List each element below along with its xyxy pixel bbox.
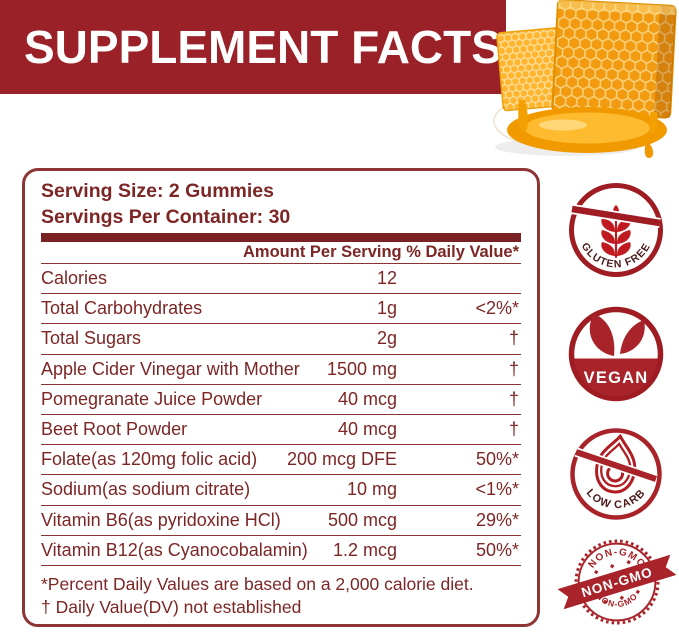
nutrient-amount: 1g <box>376 298 397 319</box>
nutrient-name: Total Sugars <box>41 328 142 349</box>
low-carb-badge: LOW CARB <box>570 428 662 520</box>
honeycomb-image <box>493 0 677 158</box>
nutrient-amount: 2g <box>376 328 397 349</box>
leaves-icon <box>589 314 645 356</box>
nutrient-amount: 40 mcg <box>337 388 397 409</box>
table-row: Vitamin B6(as pyridoxine HCl) 500 mcg 29… <box>41 506 521 536</box>
nutrient-name: Apple Cider Vinegar with Mother <box>41 358 300 379</box>
stamp-inner-rim <box>577 542 657 622</box>
facts-table: Amount Per Serving % Daily Value* Calori… <box>25 242 537 566</box>
table-row: Total Sugars 2g † <box>41 324 521 355</box>
diamond-dots <box>594 560 640 604</box>
table-row: Sodium(as sodium citrate) 10 mg <1%* <box>41 475 521 506</box>
nutrient-dv: <2%* <box>475 298 519 319</box>
footnotes: *Percent Daily Values are based on a 2,0… <box>25 566 537 620</box>
non-gmo-badge: NON-GMO NON-GMO NON-GMO <box>558 539 676 625</box>
footnote-daily-values: *Percent Daily Values are based on a 2,0… <box>41 573 474 594</box>
nutrient-name: Pomegranate Juice Powder <box>41 388 263 409</box>
banner-title: SUPPLEMENT FACTS <box>24 21 502 73</box>
slash-icon <box>574 447 658 484</box>
table-row: Beet Root Powder 40 mcg † <box>41 415 521 446</box>
servings-per-container: Servings Per Container: 30 <box>41 205 291 228</box>
nutrient-dv: 29%* <box>475 509 519 530</box>
honeycomb-block-large <box>551 0 677 119</box>
footnote-dagger: † Daily Value(DV) not established <box>41 597 302 618</box>
banner: SUPPLEMENT FACTS <box>0 0 506 94</box>
table-row: Pomegranate Juice Powder 40 mcg † <box>41 385 521 415</box>
vegan-label: VEGAN <box>584 369 649 387</box>
table-row: Apple Cider Vinegar with Mother 1500 mg … <box>41 355 521 385</box>
nutrient-name: Folate(as 120mg folic acid) <box>41 449 258 470</box>
nutrient-dv: † <box>508 328 519 349</box>
table-row: Vitamin B12(as Cyanocobalamin) 1.2 mcg 5… <box>41 536 521 566</box>
table-row: Folate(as 120mg folic acid) 200 mcg DFE … <box>41 445 521 476</box>
nutrient-amount: 12 <box>376 268 397 289</box>
vegan-badge: VEGAN <box>568 306 664 402</box>
col-daily-value: % Daily Value* <box>406 243 519 261</box>
nutrient-amount: 1.2 mcg <box>332 539 397 560</box>
gluten-free-badge: GLUTEN FREE <box>569 183 663 277</box>
nutrient-dv: 50%* <box>475 449 519 470</box>
serving-size: Serving Size: 2 Gummies <box>41 180 275 202</box>
col-amount-per-serving: Amount Per Serving <box>243 243 402 261</box>
table-row: Total Carbohydrates 1g <2%* <box>41 294 521 325</box>
facts-panel: Serving Size: 2 Gummies Servings Per Con… <box>22 168 540 627</box>
honey-pool <box>507 107 667 153</box>
badge-ring <box>570 428 662 520</box>
table-header: Amount Per Serving % Daily Value* <box>41 242 521 264</box>
stamp-scallop-rim <box>574 539 660 625</box>
nutrient-name: Vitamin B6(as pyridoxine HCl) <box>41 509 281 530</box>
serving-info: Serving Size: 2 Gummies Servings Per Con… <box>25 171 537 230</box>
table-row: Calories 12 <box>41 264 521 295</box>
nutrient-amount: 200 mcg DFE <box>286 449 397 470</box>
nutrient-name: Vitamin B12(as Cyanocobalamin) <box>41 539 308 560</box>
nutrient-dv: <1%* <box>475 479 519 500</box>
honey-drips <box>518 100 658 158</box>
nutrient-name: Calories <box>41 268 108 289</box>
nutrient-amount: 1500 mg <box>326 358 397 379</box>
nutrient-name: Beet Root Powder <box>41 419 188 440</box>
nutrient-name: Sodium(as sodium citrate) <box>41 479 251 500</box>
nutrient-amount: 10 mg <box>346 479 397 500</box>
nutrient-dv: † <box>508 419 519 440</box>
nutrient-amount: 500 mcg <box>327 509 397 530</box>
nutrient-amount: 40 mcg <box>337 419 397 440</box>
nutrient-dv: † <box>508 388 519 409</box>
divider-bar <box>41 233 521 242</box>
nutrient-dv: 50%* <box>475 539 519 560</box>
nutrient-dv: † <box>508 358 519 379</box>
slash-icon <box>571 204 661 228</box>
nutrient-name: Total Carbohydrates <box>41 298 203 319</box>
